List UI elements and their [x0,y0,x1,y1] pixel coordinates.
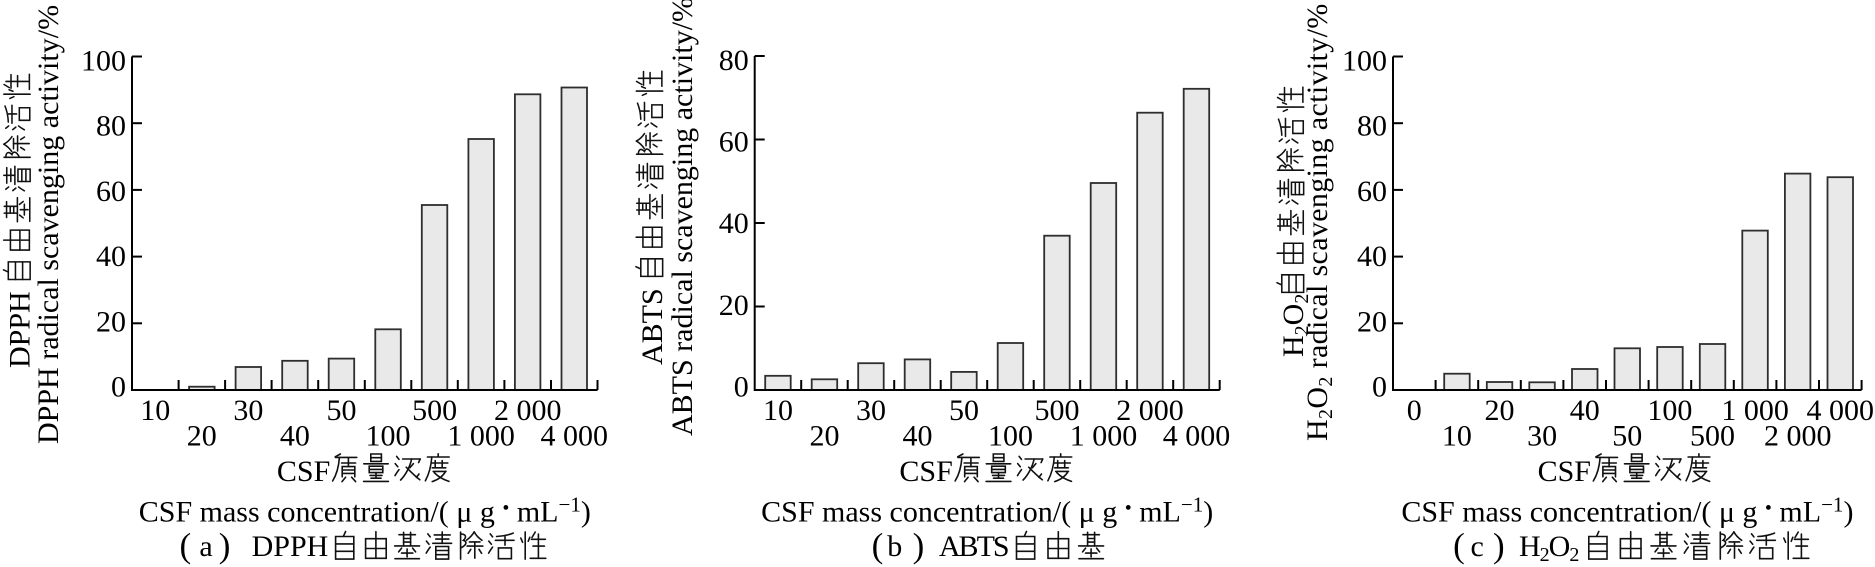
svg-text:40: 40 [719,207,749,240]
svg-text:(: ( [872,526,884,565]
svg-text:50: 50 [327,394,357,427]
svg-text:CSF: CSF [1538,455,1591,488]
svg-text:2 000: 2 000 [1116,394,1184,427]
svg-text:60: 60 [96,175,126,208]
svg-text:0: 0 [111,371,126,404]
svg-text:20: 20 [1357,305,1387,338]
svg-text:ABTS radical scavenging activi: ABTS radical scavenging activity/% [666,0,699,436]
svg-text:4 000: 4 000 [1163,420,1231,453]
svg-text:ABTS: ABTS [939,530,1008,563]
svg-text:100: 100 [366,420,411,453]
svg-text:100: 100 [1342,45,1387,78]
svg-text:100: 100 [81,45,126,78]
svg-text:60: 60 [719,126,749,159]
svg-text:2 000: 2 000 [494,394,562,427]
svg-text:4 000: 4 000 [540,420,608,453]
svg-text:CSF mass concentration/( μ g •: CSF mass concentration/( μ g • mL−1) [1401,493,1853,529]
svg-text:1 000: 1 000 [447,420,515,453]
svg-text:100: 100 [988,420,1033,453]
svg-text:H2O2: H2O2 [1277,294,1313,357]
svg-text:10: 10 [763,394,793,427]
svg-text:): ) [1493,526,1505,565]
svg-text:CSF mass concentration/( μ g •: CSF mass concentration/( μ g • mL−1) [139,493,591,529]
svg-text:80: 80 [96,110,126,143]
svg-text:2 000: 2 000 [1764,420,1832,453]
svg-text:50: 50 [949,394,979,427]
svg-text:500: 500 [1690,420,1735,453]
svg-text:0: 0 [1407,394,1422,427]
svg-text:60: 60 [1357,175,1387,208]
svg-text:CSF: CSF [899,455,952,488]
svg-text:30: 30 [233,394,263,427]
svg-text:(: ( [1453,526,1465,565]
svg-text:20: 20 [187,420,217,453]
svg-text:80: 80 [1357,110,1387,143]
svg-text:c: c [1471,530,1484,563]
svg-text:a: a [199,530,212,563]
svg-text:10: 10 [140,394,170,427]
svg-text:100: 100 [1647,394,1692,427]
svg-text:ABTS: ABTS [636,288,669,365]
svg-text:20: 20 [1485,394,1515,427]
svg-text:40: 40 [903,420,933,453]
svg-text:b: b [887,530,902,563]
svg-text:500: 500 [412,394,457,427]
svg-text:1 000: 1 000 [1721,394,1789,427]
svg-text:DPPH: DPPH [4,291,37,368]
svg-text:500: 500 [1035,394,1080,427]
svg-text:80: 80 [719,44,749,77]
svg-text:30: 30 [1527,420,1557,453]
svg-text:40: 40 [96,240,126,273]
svg-text:DPPH radical scavenging activi: DPPH radical scavenging activity/% [32,5,65,444]
svg-text:20: 20 [810,420,840,453]
svg-text:0: 0 [1372,371,1387,404]
svg-text:CSF mass concentration/( μ g •: CSF mass concentration/( μ g • mL−1) [761,493,1213,529]
svg-text:CSF: CSF [277,455,330,488]
svg-text:): ) [913,526,925,565]
svg-text:20: 20 [96,305,126,338]
svg-text:H2O2 radical scavenging activi: H2O2 radical scavenging activity/% [1301,3,1337,441]
svg-text:DPPH: DPPH [252,530,329,563]
svg-text:(: ( [179,526,191,565]
svg-text:30: 30 [856,394,886,427]
svg-text:50: 50 [1612,420,1642,453]
svg-text:40: 40 [1570,394,1600,427]
svg-text:40: 40 [280,420,310,453]
svg-text:1 000: 1 000 [1070,420,1138,453]
svg-text:10: 10 [1442,420,1472,453]
svg-text:0: 0 [734,371,749,404]
svg-text:): ) [219,526,231,565]
svg-text:40: 40 [1357,240,1387,273]
svg-text:20: 20 [719,289,749,322]
svg-text:4 000: 4 000 [1807,394,1875,427]
svg-text:H2O2: H2O2 [1519,530,1578,566]
